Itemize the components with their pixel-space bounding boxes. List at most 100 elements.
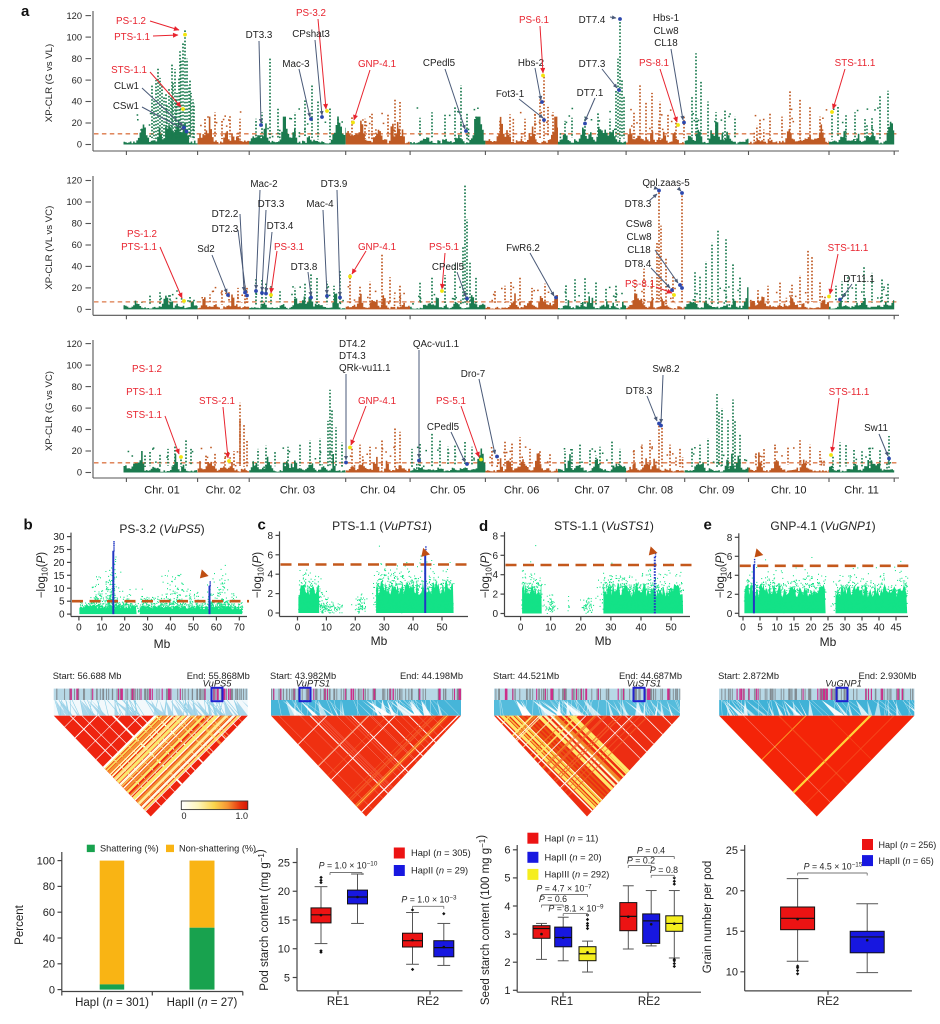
svg-text:70: 70 [234, 623, 246, 634]
svg-text:RE1: RE1 [327, 996, 349, 1008]
svg-text:DT11.1: DT11.1 [843, 274, 874, 285]
svg-text:VuGNP1: VuGNP1 [825, 679, 862, 689]
svg-text:15: 15 [53, 571, 65, 582]
svg-text:Chr. 09: Chr. 09 [699, 485, 734, 497]
svg-text:100: 100 [66, 197, 82, 207]
svg-text:STS-1.1: STS-1.1 [126, 410, 162, 421]
svg-text:4: 4 [504, 901, 510, 913]
svg-text:0: 0 [492, 609, 498, 620]
svg-text:End: 55.868Mb: End: 55.868Mb [187, 671, 250, 681]
svg-text:25: 25 [53, 545, 65, 556]
svg-text:Mb: Mb [820, 635, 837, 649]
svg-text:60: 60 [72, 75, 82, 85]
svg-text:3: 3 [504, 929, 510, 941]
svg-text:Hbs-2: Hbs-2 [518, 58, 544, 69]
svg-text:0: 0 [77, 305, 82, 315]
svg-text:40: 40 [72, 262, 82, 272]
svg-text:80: 80 [72, 382, 82, 392]
svg-text:5: 5 [59, 597, 65, 608]
svg-text:Chr. 10: Chr. 10 [771, 485, 806, 497]
svg-text:DT8.4: DT8.4 [625, 259, 652, 270]
svg-text:2: 2 [504, 957, 510, 969]
svg-text:4: 4 [492, 570, 498, 581]
svg-text:PS-6.1: PS-6.1 [519, 15, 549, 26]
svg-text:100: 100 [66, 360, 82, 370]
svg-text:25: 25 [278, 857, 290, 869]
svg-text:40: 40 [635, 623, 647, 634]
svg-text:10: 10 [771, 623, 783, 634]
svg-text:10: 10 [545, 623, 557, 634]
svg-text:e: e [704, 517, 712, 534]
svg-text:Chr. 06: Chr. 06 [504, 485, 539, 497]
svg-text:PS-8.1: PS-8.1 [625, 279, 655, 290]
svg-text:P = 1.0 × 10−3: P = 1.0 × 10−3 [401, 895, 457, 905]
svg-text:PS-3.2: PS-3.2 [296, 8, 326, 19]
svg-text:P = 8.1 × 10−9: P = 8.1 × 10−9 [548, 903, 604, 913]
svg-text:HapII (n = 65): HapII (n = 65) [879, 856, 934, 866]
svg-text:2: 2 [492, 590, 498, 601]
svg-text:Hbs-1: Hbs-1 [653, 13, 679, 24]
svg-text:GNP-4.1: GNP-4.1 [358, 242, 396, 253]
svg-text:20: 20 [72, 283, 82, 293]
svg-text:20: 20 [805, 623, 817, 634]
svg-text:CPshat3: CPshat3 [292, 29, 330, 40]
svg-text:DT7.4: DT7.4 [579, 15, 606, 26]
svg-text:Chr. 02: Chr. 02 [206, 485, 241, 497]
svg-text:15: 15 [788, 623, 800, 634]
svg-text:Fot3-1: Fot3-1 [496, 89, 524, 100]
svg-text:P = 0.8: P = 0.8 [650, 865, 678, 875]
svg-text:−log10(P): −log10(P) [715, 552, 729, 598]
svg-text:0: 0 [727, 609, 733, 620]
svg-text:STS-11.1: STS-11.1 [835, 58, 876, 69]
svg-text:CPedl5: CPedl5 [432, 262, 465, 273]
svg-text:a: a [21, 3, 30, 20]
svg-text:STS-1.1 (VuSTS1): STS-1.1 (VuSTS1) [554, 519, 654, 533]
svg-text:25: 25 [822, 623, 834, 634]
svg-text:25: 25 [726, 845, 738, 857]
svg-text:CSw8: CSw8 [626, 219, 653, 230]
svg-text:6: 6 [492, 551, 498, 562]
svg-text:40: 40 [408, 623, 420, 634]
svg-text:0: 0 [77, 140, 82, 150]
svg-text:DT3.9: DT3.9 [321, 179, 348, 190]
svg-text:30: 30 [379, 623, 391, 634]
svg-text:XP-CLR (G vs VL): XP-CLR (G vs VL) [44, 44, 55, 122]
svg-text:DT4.3: DT4.3 [339, 351, 366, 362]
svg-text:35: 35 [856, 623, 868, 634]
svg-text:DT4.2: DT4.2 [339, 339, 366, 350]
svg-text:CLw8: CLw8 [626, 232, 652, 243]
svg-text:20: 20 [43, 959, 55, 971]
svg-text:20: 20 [119, 623, 131, 634]
svg-text:4: 4 [727, 571, 733, 582]
svg-text:Percent: Percent [14, 904, 26, 944]
svg-text:b: b [24, 517, 33, 534]
svg-text:Start: 2.872Mb: Start: 2.872Mb [718, 671, 779, 681]
svg-text:0: 0 [182, 811, 187, 821]
svg-text:8: 8 [267, 531, 273, 542]
svg-text:RE2: RE2 [638, 996, 660, 1008]
svg-text:40: 40 [43, 933, 55, 945]
svg-text:Non-shattering (%): Non-shattering (%) [179, 844, 256, 854]
svg-text:60: 60 [43, 907, 55, 919]
svg-text:120: 120 [66, 11, 82, 21]
svg-text:PS-1.2: PS-1.2 [132, 364, 162, 375]
svg-text:RE1: RE1 [551, 996, 573, 1008]
svg-text:HapI (n = 11): HapI (n = 11) [545, 834, 599, 844]
svg-text:0: 0 [76, 623, 82, 634]
svg-text:100: 100 [37, 855, 55, 867]
svg-text:Dro-7: Dro-7 [461, 369, 486, 380]
svg-text:5: 5 [504, 873, 510, 885]
svg-text:PTS-1.1: PTS-1.1 [121, 242, 157, 253]
svg-text:P = 1.0 × 10−10: P = 1.0 × 10−10 [319, 861, 378, 871]
svg-text:CPedl5: CPedl5 [427, 422, 460, 433]
svg-text:Start: 44.521Mb: Start: 44.521Mb [493, 671, 559, 681]
svg-text:30: 30 [142, 623, 154, 634]
svg-text:DT3.3: DT3.3 [258, 199, 285, 210]
svg-text:60: 60 [211, 623, 223, 634]
svg-text:15: 15 [278, 915, 290, 927]
svg-text:30: 30 [605, 623, 617, 634]
svg-text:DT8.3: DT8.3 [625, 199, 652, 210]
svg-text:50: 50 [436, 623, 448, 634]
svg-text:RE2: RE2 [417, 996, 439, 1008]
svg-text:DT7.3: DT7.3 [579, 59, 606, 70]
